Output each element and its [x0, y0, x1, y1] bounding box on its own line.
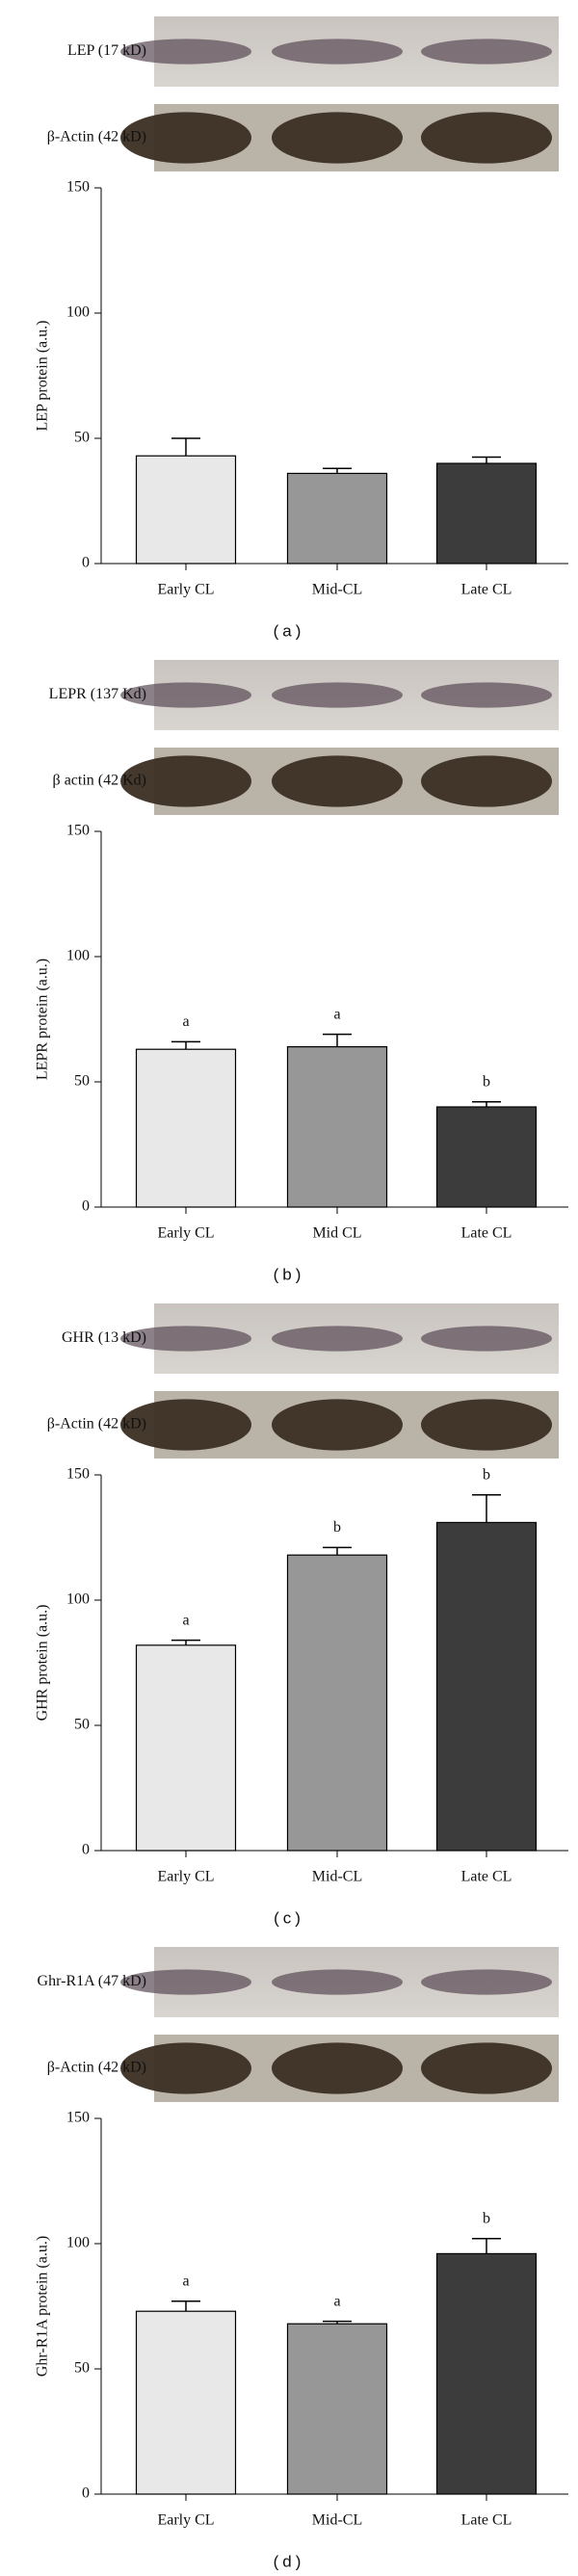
y-axis-label: LEPR protein (a.u.): [35, 959, 51, 1080]
significance-letter: a: [182, 2273, 189, 2289]
y-tick-label: 150: [66, 1466, 90, 1483]
bar: [286, 2323, 388, 2495]
y-axis-label: Ghr-R1A protein (a.u.): [35, 2236, 51, 2377]
y-tick-label: 100: [66, 948, 90, 964]
blot-label: β-Actin (42 kD): [47, 129, 146, 145]
blot-band: [421, 682, 552, 708]
y-tick-label: 100: [66, 1591, 90, 1608]
significance-letter: b: [483, 2210, 490, 2226]
y-tick-label: 50: [74, 1073, 90, 1090]
blot-band: [421, 1969, 552, 1995]
bar: [286, 1046, 388, 1208]
x-tick-label: Early CL: [157, 2512, 214, 2529]
x-tick-label: Early CL: [157, 1225, 214, 1242]
blot-band: [120, 1969, 251, 1995]
x-tick-label: Early CL: [157, 582, 214, 598]
blot-band: [120, 112, 251, 164]
bar: [286, 472, 388, 565]
x-tick-label: Late CL: [461, 2512, 512, 2529]
bar: [435, 2252, 538, 2495]
x-tick-label: Early CL: [157, 1869, 214, 1885]
blot-band: [272, 1969, 403, 1995]
blot-band: [120, 682, 251, 708]
significance-letter: b: [483, 1466, 490, 1483]
blot-band: [120, 39, 251, 65]
blot-band: [421, 39, 552, 65]
y-tick-label: 0: [82, 555, 90, 571]
bar: [135, 2310, 237, 2495]
bar: [286, 1554, 388, 1852]
y-tick-label: 150: [66, 823, 90, 839]
blot-band: [421, 2042, 552, 2094]
blot-band: [421, 1399, 552, 1451]
y-tick-label: 50: [74, 430, 90, 446]
blot-band: [120, 1399, 251, 1451]
x-tick-label: Late CL: [461, 1225, 512, 1242]
blot-band: [421, 1326, 552, 1352]
blot-band: [120, 1326, 251, 1352]
blot-label: LEP (17 kD): [67, 42, 146, 59]
bar: [135, 455, 237, 565]
x-tick-label: Late CL: [461, 582, 512, 598]
y-tick-label: 150: [66, 2110, 90, 2126]
blot-band: [120, 755, 251, 807]
blot-label: β-Actin (42 kD): [47, 1416, 146, 1433]
blot-band: [120, 2042, 251, 2094]
blot-band: [272, 112, 403, 164]
y-tick-label: 0: [82, 1842, 90, 1858]
blot-label: β actin (42 Kd): [53, 773, 146, 789]
bar: [135, 1048, 237, 1208]
y-tick-label: 100: [66, 2235, 90, 2251]
significance-letter: a: [182, 1013, 189, 1030]
y-tick-label: 150: [66, 179, 90, 196]
y-tick-label: 50: [74, 1717, 90, 1733]
y-tick-label: 100: [66, 304, 90, 321]
y-axis-label: GHR protein (a.u.): [35, 1605, 51, 1722]
x-tick-label: Mid-CL: [312, 582, 362, 598]
panel-caption: (c): [274, 1908, 304, 1927]
blot-label: β-Actin (42 kD): [47, 2060, 146, 2076]
panel-caption: (d): [274, 2552, 305, 2570]
panel: Ghr-R1A (47 kD) β-Actin (42 kD) 0 50 100 150 G…: [35, 1947, 568, 2570]
bar: [435, 462, 538, 565]
significance-letter: a: [333, 2293, 340, 2309]
blot-band: [421, 112, 552, 164]
y-tick-label: 50: [74, 2360, 90, 2377]
blot-label: Ghr-R1A (47 kD): [38, 1973, 146, 1989]
blot-band: [272, 39, 403, 65]
blot-label: GHR (13 kD): [62, 1329, 146, 1346]
y-tick-label: 0: [82, 2485, 90, 2502]
significance-letter: a: [182, 1612, 189, 1628]
bar: [435, 1106, 538, 1208]
blot-band: [272, 1326, 403, 1352]
blot-label: LEPR (137 Kd): [49, 686, 146, 702]
x-tick-label: Late CL: [461, 1869, 512, 1885]
bar: [135, 1644, 237, 1852]
significance-letter: a: [333, 1006, 340, 1022]
x-tick-label: Mid-CL: [312, 1869, 362, 1885]
panel: LEP (17 kD) β-Actin (42 kD) 0 50 100 150 LEP p…: [35, 16, 568, 640]
panel: GHR (13 kD) β-Actin (42 kD) 0 50 100 150 GHR p…: [35, 1303, 568, 1927]
blot-band: [272, 755, 403, 807]
blot-band: [421, 755, 552, 807]
panel-caption: (b): [274, 1265, 305, 1283]
x-tick-label: Mid CL: [312, 1225, 361, 1242]
blot-band: [272, 1399, 403, 1451]
blot-band: [272, 682, 403, 708]
x-tick-label: Mid-CL: [312, 2512, 362, 2529]
significance-letter: b: [333, 1519, 341, 1536]
y-axis-label: LEP protein (a.u.): [35, 321, 51, 432]
significance-letter: b: [483, 1073, 490, 1090]
bar: [435, 1521, 538, 1852]
blot-band: [272, 2042, 403, 2094]
panel: LEPR (137 Kd) β actin (42 Kd) 0 50 100 150 LEP…: [35, 660, 568, 1283]
panel-caption: (a): [274, 621, 305, 640]
y-tick-label: 0: [82, 1198, 90, 1215]
